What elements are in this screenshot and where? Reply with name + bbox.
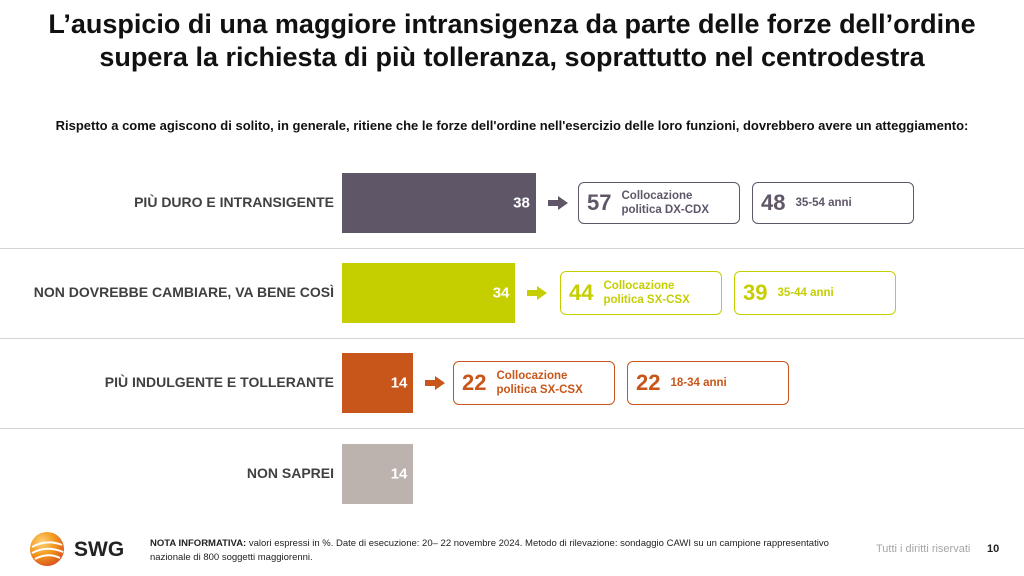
breakdown-label-line-1: Collocazione bbox=[621, 190, 693, 202]
age-breakdown-box: 22 18-34 anni bbox=[627, 361, 789, 405]
arrow-right-icon bbox=[547, 196, 568, 210]
breakdown-label: Collocazione politica DX-CDX bbox=[621, 189, 709, 217]
breakdown-label-line-2: politica DX-CDX bbox=[621, 204, 710, 216]
bar-value-label: 14 bbox=[390, 374, 408, 392]
title-line-2: supera la richiesta di più tolleranza, s… bbox=[99, 42, 925, 72]
bar: 14 bbox=[342, 353, 414, 413]
footnote-text: valori espressi in %. Date di esecuzione… bbox=[150, 538, 829, 563]
footnote: NOTA INFORMATIVA: valori espressi in %. … bbox=[150, 537, 830, 565]
breakdown-value: 48 bbox=[761, 190, 786, 215]
breakdown-label: Collocazione politica SX-CSX bbox=[603, 279, 689, 307]
bar-value-label: 38 bbox=[513, 194, 530, 212]
age-breakdown-box: 48 35-54 anni bbox=[752, 182, 914, 224]
breakdown-label-line-1: Collocazione bbox=[603, 280, 675, 292]
title-line-1: L’auspicio di una maggiore intransigenza… bbox=[48, 9, 976, 39]
swg-logo-icon bbox=[30, 532, 64, 566]
breakdown-value: 39 bbox=[743, 280, 768, 305]
row-separator bbox=[0, 428, 1024, 429]
page-title: L’auspicio di una maggiore intransigenza… bbox=[0, 8, 1024, 74]
bar: 38 bbox=[342, 173, 536, 233]
breakdown-label: 35-54 anni bbox=[795, 197, 852, 209]
survey-question: Rispetto a come agiscono di solito, in g… bbox=[55, 118, 969, 133]
age-breakdown-box: 39 35-44 anni bbox=[734, 271, 896, 315]
category-label: PIÙ DURO E INTRANSIGENTE bbox=[134, 194, 334, 210]
brand-name: SWG bbox=[74, 538, 125, 561]
political-breakdown-box: 57 Collocazione politica DX-CDX bbox=[578, 182, 740, 224]
breakdown-value: 57 bbox=[587, 190, 612, 215]
political-breakdown-box: 44 Collocazione politica SX-CSX bbox=[560, 271, 722, 315]
political-breakdown-box: 22 Collocazione politica SX-CSX bbox=[453, 361, 615, 405]
row-separator bbox=[0, 338, 1024, 339]
breakdown-label-line-1: Collocazione bbox=[496, 370, 568, 382]
breakdown-label: Collocazione politica SX-CSX bbox=[496, 369, 582, 397]
bar: 14 bbox=[342, 444, 414, 504]
breakdown-label-line-2: politica SX-CSX bbox=[496, 384, 583, 396]
breakdown-value: 22 bbox=[636, 370, 661, 395]
category-label: NON SAPREI bbox=[246, 465, 334, 481]
page-number: 10 bbox=[987, 543, 1000, 555]
breakdown-label-line-2: politica SX-CSX bbox=[603, 294, 690, 306]
footnote-label: NOTA INFORMATIVA: bbox=[150, 538, 247, 549]
category-label: NON DOVREBBE CAMBIARE, VA BENE COSÌ bbox=[33, 284, 334, 300]
arrow-right-icon bbox=[425, 376, 446, 390]
arrow-right-icon bbox=[527, 286, 548, 300]
breakdown-value: 44 bbox=[569, 280, 594, 305]
bar: 34 bbox=[342, 263, 516, 323]
bar-value-label: 34 bbox=[492, 284, 510, 302]
breakdown-label: 35-44 anni bbox=[777, 287, 834, 299]
breakdown-label: 18-34 anni bbox=[670, 377, 727, 389]
rights-notice: Tutti i diritti riservati bbox=[876, 543, 971, 555]
breakdown-value: 22 bbox=[462, 370, 487, 395]
category-label: PIÙ INDULGENTE E TOLLERANTE bbox=[104, 374, 334, 390]
row-separator bbox=[0, 248, 1024, 249]
bar-value-label: 14 bbox=[390, 465, 408, 483]
